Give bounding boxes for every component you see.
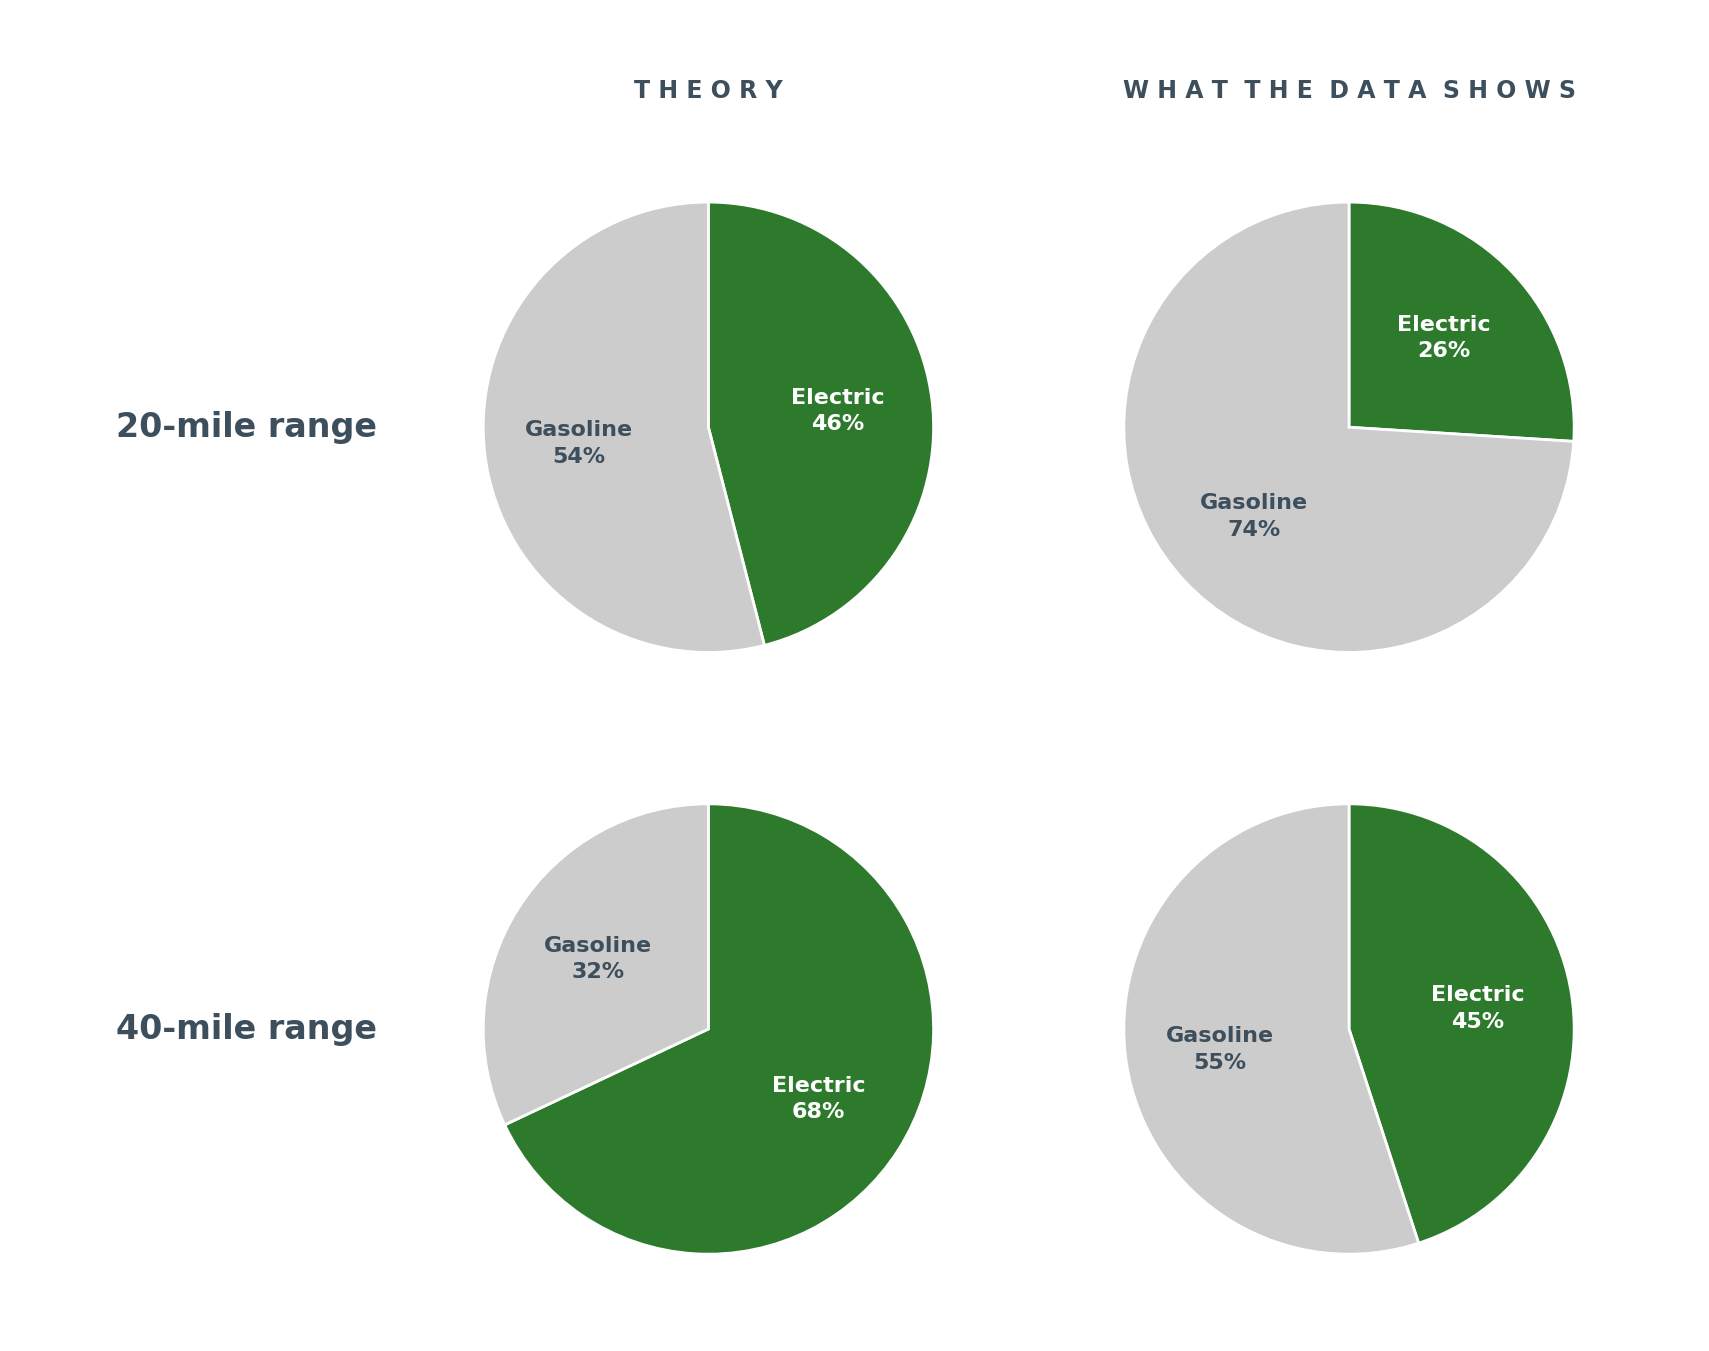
Text: W H A T  T H E  D A T A  S H O W S: W H A T T H E D A T A S H O W S	[1123, 80, 1576, 103]
Wedge shape	[484, 203, 764, 653]
Wedge shape	[504, 804, 933, 1254]
Wedge shape	[709, 203, 933, 646]
Text: Electric
46%: Electric 46%	[791, 388, 885, 434]
Wedge shape	[484, 804, 709, 1125]
Wedge shape	[1348, 203, 1574, 442]
Text: Gasoline
32%: Gasoline 32%	[543, 936, 653, 982]
Text: Gasoline
55%: Gasoline 55%	[1166, 1027, 1275, 1073]
Wedge shape	[1348, 804, 1574, 1243]
Text: 40-mile range: 40-mile range	[116, 1012, 376, 1046]
Text: Gasoline
54%: Gasoline 54%	[525, 420, 632, 467]
Wedge shape	[1125, 203, 1574, 653]
Text: T H E O R Y: T H E O R Y	[634, 80, 783, 103]
Text: Electric
45%: Electric 45%	[1430, 985, 1524, 1032]
Text: Gasoline
74%: Gasoline 74%	[1200, 493, 1307, 540]
Text: 20-mile range: 20-mile range	[116, 411, 376, 443]
Text: Electric
68%: Electric 68%	[772, 1075, 865, 1123]
Wedge shape	[1125, 804, 1418, 1254]
Text: Electric
26%: Electric 26%	[1398, 315, 1490, 361]
